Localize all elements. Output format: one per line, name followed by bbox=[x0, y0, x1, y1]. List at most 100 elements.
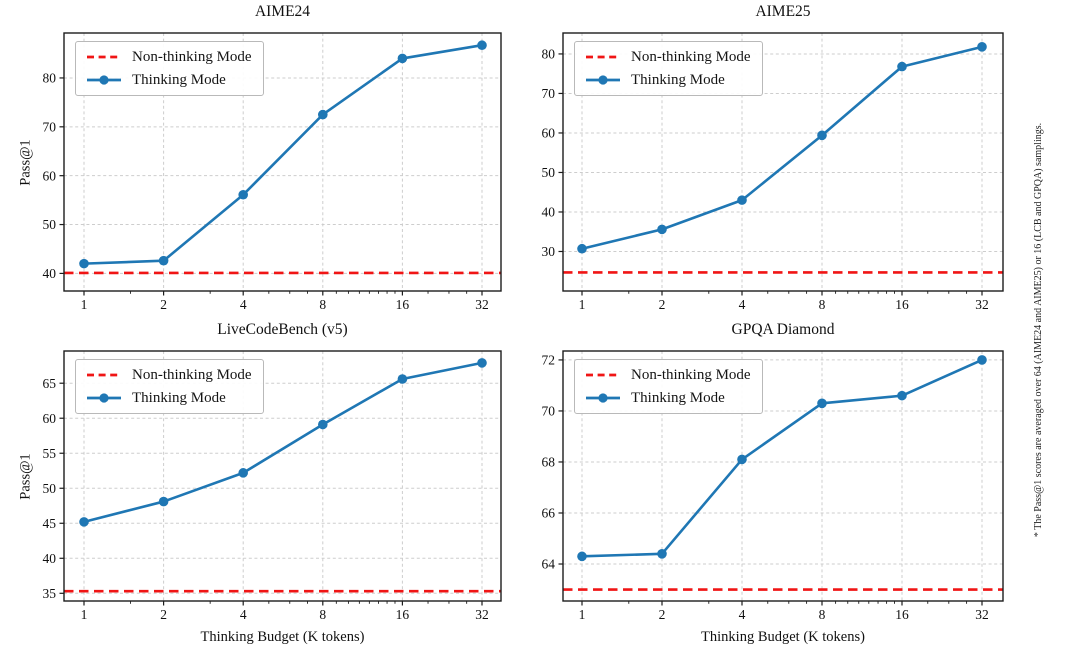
legend-aime24: Non-thinking Mode Thinking Mode bbox=[75, 41, 264, 96]
data-point bbox=[977, 355, 987, 365]
y-tick-label: 70 bbox=[542, 86, 556, 101]
x-axis-label-left: Thinking Budget (K tokens) bbox=[200, 629, 365, 645]
data-point bbox=[318, 109, 328, 120]
plot-border bbox=[63, 350, 502, 602]
plot-border bbox=[562, 32, 1004, 292]
legend-item-non-thinking: Non-thinking Mode bbox=[584, 46, 751, 68]
y-tick-label: 50 bbox=[43, 481, 57, 496]
legend-item-non-thinking: Non-thinking Mode bbox=[584, 364, 751, 386]
data-point bbox=[158, 255, 169, 266]
data-point bbox=[977, 42, 987, 52]
x-tick-label: 32 bbox=[975, 607, 989, 622]
y-tick-label: 66 bbox=[542, 506, 556, 521]
y-tick-label: 30 bbox=[542, 244, 556, 259]
legend-item-thinking: Thinking Mode bbox=[85, 69, 252, 91]
y-tick-label: 60 bbox=[43, 411, 57, 426]
x-tick-label: 1 bbox=[81, 297, 88, 312]
legend-gpqa: Non-thinking Mode Thinking Mode bbox=[574, 359, 763, 414]
chart-title-aime24: AIME24 bbox=[254, 3, 311, 20]
x-tick-label: 2 bbox=[160, 297, 167, 312]
x-tick-label: 8 bbox=[319, 297, 326, 312]
x-tick-label: 32 bbox=[475, 297, 489, 312]
data-point bbox=[897, 390, 907, 401]
thinking-line-sample bbox=[584, 74, 622, 86]
non-thinking-line-sample bbox=[584, 369, 622, 381]
data-point bbox=[817, 398, 827, 409]
y-tick-label: 80 bbox=[542, 47, 556, 62]
non-thinking-line-sample bbox=[85, 51, 123, 63]
data-point bbox=[477, 40, 487, 51]
data-point bbox=[817, 130, 827, 141]
y-axis-label-top: Pass@1 bbox=[17, 139, 34, 186]
plot-border bbox=[562, 350, 1004, 602]
x-axis-label-right: Thinking Budget (K tokens) bbox=[701, 629, 865, 645]
chart-title-livecodebench: LiveCodeBench (v5) bbox=[217, 321, 348, 338]
x-tick-label: 2 bbox=[659, 297, 666, 312]
plot-border bbox=[63, 32, 502, 292]
x-tick-label: 32 bbox=[975, 297, 989, 312]
legend-item-thinking: Thinking Mode bbox=[584, 69, 751, 91]
x-tick-label: 16 bbox=[396, 607, 410, 622]
legend-label: Thinking Mode bbox=[631, 389, 725, 406]
data-point bbox=[737, 195, 747, 205]
y-tick-label: 72 bbox=[542, 353, 556, 368]
legend-label: Non-thinking Mode bbox=[132, 366, 252, 383]
non-thinking-line-sample bbox=[584, 51, 622, 63]
y-tick-label: 60 bbox=[542, 126, 556, 141]
y-tick-label: 50 bbox=[542, 165, 556, 180]
data-point bbox=[397, 53, 408, 64]
x-tick-label: 1 bbox=[579, 297, 586, 312]
legend-label: Non-thinking Mode bbox=[132, 48, 252, 65]
x-tick-label: 16 bbox=[895, 297, 909, 312]
x-tick-label: 4 bbox=[240, 607, 247, 622]
figure-footnote: * The Pass@1 scores are averaged over 64… bbox=[1033, 122, 1044, 538]
y-tick-label: 64 bbox=[542, 557, 556, 572]
thinking-line-sample bbox=[85, 392, 123, 404]
legend-livecodebench: Non-thinking Mode Thinking Mode bbox=[75, 359, 264, 414]
data-point bbox=[657, 224, 667, 235]
y-tick-label: 40 bbox=[43, 551, 57, 566]
x-tick-label: 4 bbox=[240, 297, 247, 312]
y-tick-label: 80 bbox=[43, 71, 57, 86]
chart-title-aime25: AIME25 bbox=[755, 3, 811, 20]
data-point bbox=[577, 551, 587, 562]
legend-label: Thinking Mode bbox=[631, 71, 725, 88]
thinking-line bbox=[83, 361, 483, 524]
y-tick-label: 40 bbox=[542, 205, 556, 220]
x-tick-label: 2 bbox=[659, 607, 666, 622]
x-tick-label: 4 bbox=[739, 607, 746, 622]
x-tick-label: 8 bbox=[319, 607, 326, 622]
x-tick-label: 16 bbox=[895, 607, 909, 622]
thinking-line bbox=[83, 43, 483, 265]
y-tick-label: 55 bbox=[43, 446, 57, 461]
legend-item-thinking: Thinking Mode bbox=[584, 387, 751, 409]
y-tick-label: 60 bbox=[43, 168, 57, 183]
data-point bbox=[158, 496, 169, 507]
y-tick-label: 65 bbox=[43, 376, 57, 391]
legend-item-thinking: Thinking Mode bbox=[85, 387, 252, 409]
y-tick-label: 68 bbox=[542, 455, 556, 470]
data-point bbox=[897, 61, 907, 72]
data-point bbox=[318, 419, 328, 430]
legend-item-non-thinking: Non-thinking Mode bbox=[85, 46, 252, 68]
x-tick-label: 2 bbox=[160, 607, 167, 622]
subplot-aime24: 1 2 4 8 16 32 40 50 60 70 80 bbox=[43, 32, 502, 312]
y-tick-label: 45 bbox=[43, 516, 57, 531]
thinking-line-sample bbox=[85, 74, 123, 86]
y-tick-label: 70 bbox=[542, 404, 556, 419]
non-thinking-line-sample bbox=[85, 369, 123, 381]
data-point bbox=[577, 243, 587, 254]
legend-label: Thinking Mode bbox=[132, 71, 226, 88]
y-tick-label: 40 bbox=[43, 266, 57, 281]
legend-item-non-thinking: Non-thinking Mode bbox=[85, 364, 252, 386]
data-point bbox=[79, 258, 89, 269]
subplot-gpqa-diamond: 1 2 4 8 16 32 64 66 68 70 72 bbox=[542, 350, 1004, 622]
chart-title-gpqa: GPQA Diamond bbox=[731, 321, 835, 338]
x-tick-label: 1 bbox=[579, 607, 586, 622]
data-point bbox=[397, 374, 408, 384]
legend-label: Thinking Mode bbox=[132, 389, 226, 406]
thinking-line bbox=[581, 358, 983, 558]
y-axis-label-bottom: Pass@1 bbox=[17, 453, 34, 500]
